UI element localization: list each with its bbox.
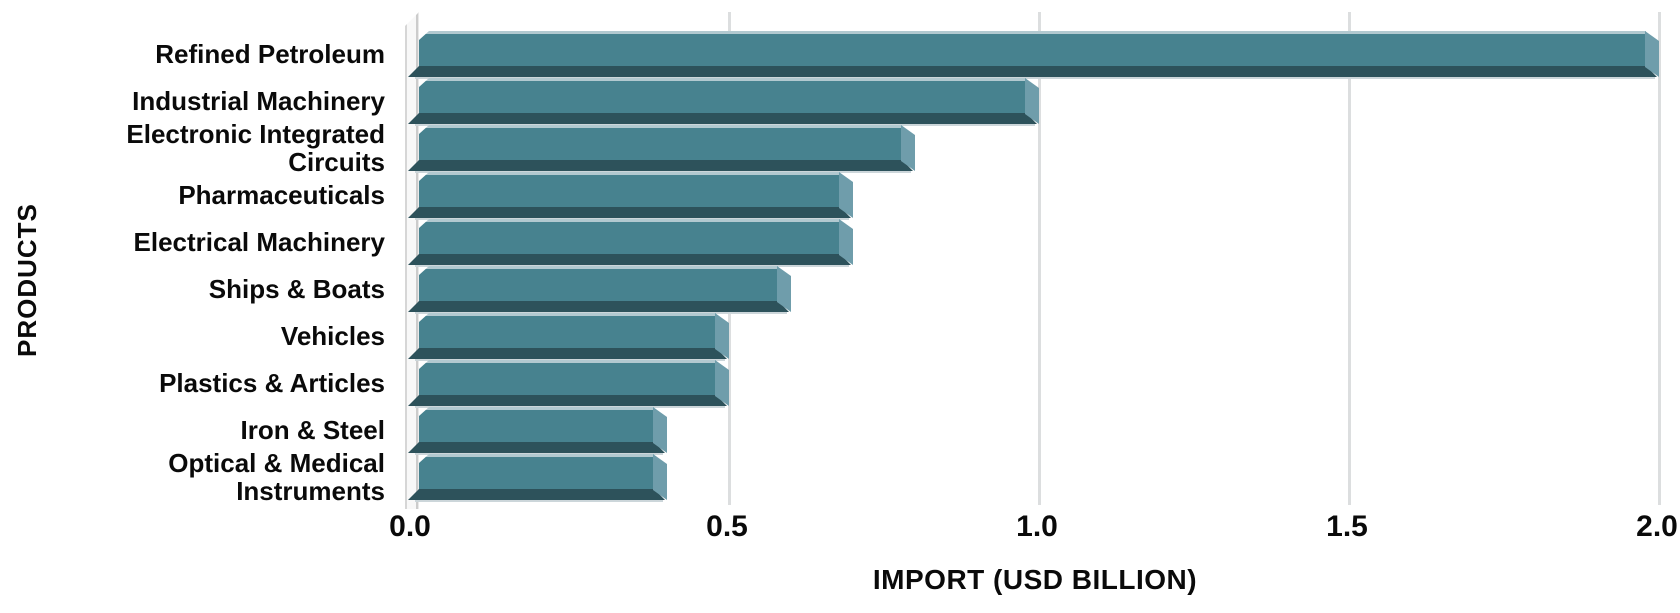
bar-face [419,219,840,254]
x-tick-label: 2.0 [1636,510,1678,543]
category-label-line: Vehicles [280,321,385,351]
bar-shade [408,489,665,500]
bar-cap [1645,31,1659,77]
x-axis-title: IMPORT (USD BILLION) [872,564,1198,595]
y-axis-title: PRODUCTS [12,203,42,358]
bar [419,172,853,220]
category-label: Pharmaceuticals [178,181,385,209]
category-label: Vehicles [281,322,385,350]
bar-face [419,125,902,160]
bar-under [415,500,663,502]
bar [419,125,915,173]
bar-shade [408,207,851,218]
category-label-line: Electrical Machinery [133,227,385,257]
category-label-line: Pharmaceuticals [178,180,385,210]
bar-face [419,313,716,348]
bar [419,219,853,267]
x-tick-label: 0.5 [706,510,748,543]
bar [419,78,1039,126]
bar [419,31,1659,79]
bar [419,313,729,361]
bar-face [419,266,778,301]
category-label: Electronic Integrated Circuits [126,120,385,176]
bar-cap [901,125,915,171]
bar-face [419,172,840,207]
bar [419,360,729,408]
x-tick-label: 1.5 [1326,510,1368,543]
category-label: Iron & Steel [241,416,385,444]
y-axis-line [405,12,419,509]
x-tick-label: 0.0 [389,510,431,543]
category-label: Electrical Machinery [134,228,385,256]
x-tick-label: 1.0 [1016,510,1058,543]
bar-shade [408,442,665,453]
bar [419,407,667,455]
bar-face [419,360,716,395]
category-label: Optical & Medical Instruments [168,449,385,505]
category-label: Ships & Boats [209,275,385,303]
category-label-line: Instruments [236,476,385,506]
bar-cap [1025,78,1039,124]
bar-shade [408,348,727,359]
category-label-line: Electronic Integrated [126,119,385,149]
bar-shade [408,301,789,312]
category-label-line: Industrial Machinery [132,86,385,116]
bar-cap [839,219,853,265]
bar-under [415,77,1655,79]
bar-shade [408,66,1657,77]
category-label-line: Optical & Medical [168,448,385,478]
gridline [1038,12,1041,505]
bar-cap [653,454,667,500]
bar-face [419,78,1026,113]
bar [419,454,667,502]
bar-shade [408,160,913,171]
category-label: Refined Petroleum [155,40,385,68]
gridline [1658,12,1661,505]
gridline [1348,12,1351,505]
category-label-line: Plastics & Articles [159,368,385,398]
category-label: Industrial Machinery [132,87,385,115]
bar-cap [777,266,791,312]
category-label-line: Iron & Steel [240,415,385,445]
bar-cap [653,407,667,453]
bar-cap [839,172,853,218]
category-label: Plastics & Articles [159,369,385,397]
category-label-line: Refined Petroleum [155,39,385,69]
bar-face [419,454,654,489]
bar-shade [408,254,851,265]
category-label-line: Ships & Boats [208,274,385,304]
bar-face [419,407,654,442]
bar-cap [715,360,729,406]
category-label-line: Circuits [288,147,385,177]
bar-shade [408,395,727,406]
bar-face [419,31,1646,66]
bar-cap [715,313,729,359]
bar-shade [408,113,1037,124]
bar [419,266,791,314]
